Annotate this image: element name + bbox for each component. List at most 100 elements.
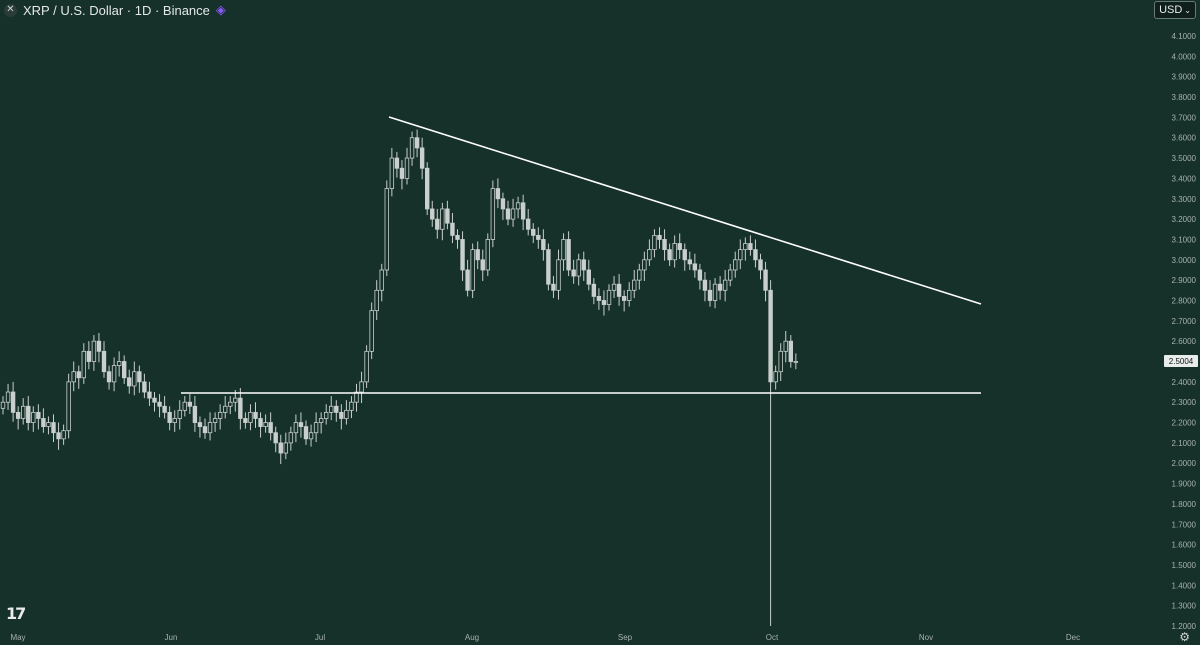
candle-body (182, 401, 187, 411)
y-tick-label: 1.4000 (1172, 581, 1197, 590)
candle-body (581, 259, 586, 271)
candle-body (268, 422, 273, 434)
candle-body (561, 239, 566, 261)
candle-body (323, 411, 329, 419)
candle-body (61, 430, 66, 440)
close-icon[interactable]: ✕ (4, 3, 17, 17)
candle-body (167, 411, 172, 423)
candle-body (81, 350, 86, 379)
candle-body (409, 137, 415, 159)
candle-body (763, 269, 768, 291)
candle-body (116, 361, 122, 366)
candle-body (26, 405, 31, 423)
candle-body (642, 259, 647, 271)
candle-body (424, 167, 430, 210)
candle-body (712, 283, 718, 301)
candle-body (394, 157, 400, 169)
y-tick-label: 1.6000 (1172, 541, 1197, 550)
candle-body (288, 432, 294, 444)
currency-selector[interactable]: USD ⌄ (1154, 1, 1196, 19)
y-tick-label: 1.3000 (1172, 602, 1197, 611)
candle-body (611, 283, 617, 291)
y-tick-label: 4.0000 (1172, 52, 1197, 61)
candle-body (66, 381, 71, 432)
candle-body (697, 269, 703, 281)
candle-body (783, 340, 788, 352)
candle-body (717, 283, 723, 291)
candle-body (682, 249, 687, 261)
candle-body (238, 397, 243, 419)
candle-body (228, 401, 233, 407)
candle-body (601, 300, 607, 305)
candle-body (233, 397, 238, 403)
candle-body (667, 249, 672, 261)
candle-body (632, 279, 637, 291)
symbol-title[interactable]: XRP / U.S. Dollar · 1D · Binance (23, 2, 210, 18)
candle-body (778, 350, 783, 373)
y-tick-label: 2.2000 (1172, 419, 1197, 428)
y-tick-label: 3.4000 (1172, 174, 1197, 183)
price-axis[interactable]: 1.2000 1.3000 1.4000 1.5000 1.6000 1.7000 1.80… (1172, 32, 1197, 631)
candle-body (147, 391, 152, 399)
candle-body (313, 422, 319, 434)
x-tick-label: May (10, 633, 25, 642)
candle-body (455, 234, 460, 240)
candle-body (122, 361, 127, 379)
candle-body (773, 371, 778, 383)
candle-body (526, 218, 531, 230)
candle-body (505, 208, 511, 220)
candle-body (531, 228, 536, 236)
gear-icon[interactable]: ⚙ (1179, 630, 1190, 644)
candle-body (510, 208, 516, 220)
candle-body (379, 269, 384, 291)
y-tick-label: 3.8000 (1172, 93, 1197, 102)
candle-body (76, 371, 81, 379)
tradingview-logo-icon[interactable]: 17 (6, 604, 26, 623)
y-tick-label: 2.1000 (1172, 439, 1197, 448)
x-tick-label: Jul (315, 633, 325, 642)
current-price-label: 2.5004 (1164, 355, 1198, 367)
x-tick-label: Oct (766, 633, 779, 642)
candle-body (46, 422, 51, 428)
candle-body (5, 391, 11, 403)
candle-body (318, 418, 324, 423)
y-tick-label: 3.0000 (1172, 256, 1197, 265)
candle-body (576, 259, 581, 277)
candle-body (369, 310, 374, 352)
candle-body (672, 243, 677, 261)
candle-body (707, 289, 713, 301)
y-tick-label: 2.7000 (1172, 317, 1197, 326)
x-tick-label: Jun (165, 633, 178, 642)
candle-body (430, 208, 435, 220)
y-tick-label: 2.4000 (1172, 378, 1197, 387)
candle-body (0, 401, 6, 409)
candle-body (157, 401, 162, 407)
y-tick-label: 3.9000 (1172, 73, 1197, 82)
y-tick-label: 3.2000 (1172, 215, 1197, 224)
descending-resistance-trendline[interactable] (388, 116, 982, 305)
candle-body (202, 426, 208, 434)
y-tick-label: 2.8000 (1172, 296, 1197, 305)
x-tick-label: Sep (618, 633, 633, 642)
y-tick-label: 2.0000 (1172, 459, 1197, 468)
candle-body (435, 218, 440, 230)
time-axis[interactable]: May Jun Jul Aug Sep Oct Nov Dec (10, 633, 1080, 642)
candle-body (212, 418, 218, 423)
candle-body (278, 442, 283, 454)
candle-body (41, 418, 46, 428)
candle-body (551, 283, 556, 291)
candle-body (495, 188, 501, 200)
y-tick-label: 2.9000 (1172, 276, 1197, 285)
candle-body (137, 371, 142, 383)
candle-body (440, 208, 445, 230)
candle-body (627, 289, 632, 301)
candle-body (748, 243, 753, 251)
candle-body (541, 239, 546, 251)
candle-body (637, 269, 642, 281)
candle-body (450, 222, 455, 236)
candle-body (677, 243, 682, 251)
candle-body (293, 422, 299, 434)
y-tick-label: 3.7000 (1172, 113, 1197, 122)
candle-body (733, 259, 738, 271)
